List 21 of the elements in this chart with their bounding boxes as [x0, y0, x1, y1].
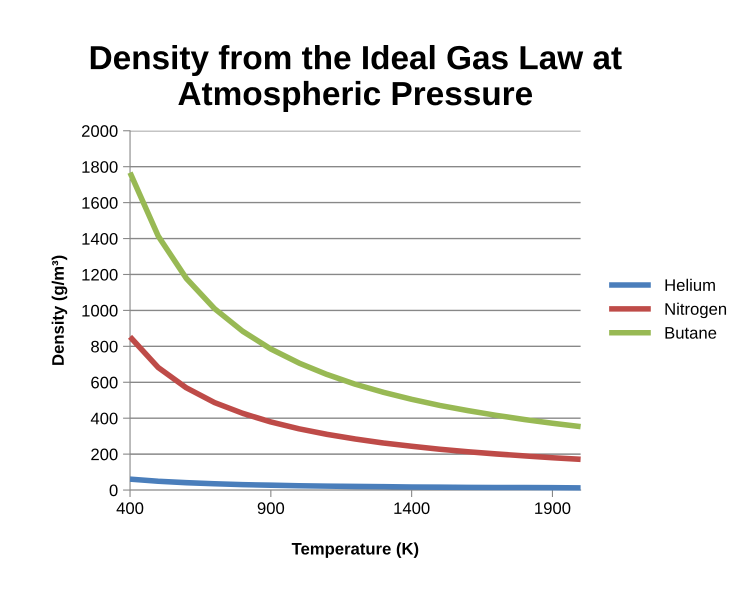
y-tick-label: 1600 [82, 197, 118, 209]
y-tick-label: 800 [91, 340, 118, 353]
y-tick-label: 200 [91, 448, 118, 460]
chart-title: Density from the Ideal Gas Law at Atmospheric Pressure [90, 44, 622, 112]
legend-label: Nitrogen [665, 302, 726, 318]
y-axis-title: Density (g/m³) [52, 256, 68, 365]
legend-label: Butane [665, 327, 716, 339]
x-tick-label: 400 [116, 502, 144, 514]
x-tick-label: 1900 [535, 502, 570, 514]
legend-label: Helium [665, 278, 715, 292]
x-tick-label: 900 [258, 502, 284, 514]
x-tick-label: 1400 [394, 502, 430, 514]
y-tick-label: 1000 [82, 304, 118, 317]
y-tick-label: 1800 [82, 161, 118, 173]
y-tick-label: 2000 [82, 125, 118, 137]
y-tick-label: 600 [91, 376, 118, 388]
y-tick-label: 400 [90, 412, 118, 424]
x-axis-title: Temperature (K) [292, 542, 418, 558]
y-tick-label: 0 [110, 484, 118, 496]
y-tick-label: 1400 [82, 232, 118, 245]
y-tick-label: 1200 [82, 268, 118, 281]
